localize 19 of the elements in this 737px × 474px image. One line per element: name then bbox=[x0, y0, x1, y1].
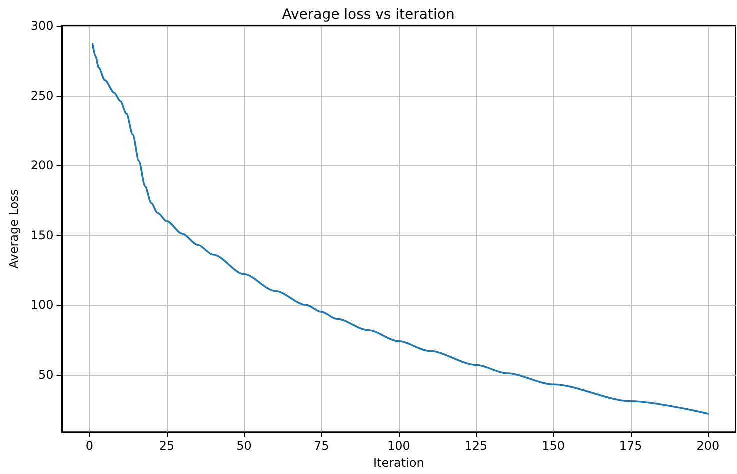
x-tick-label: 25 bbox=[159, 439, 175, 454]
x-tick-label: 100 bbox=[387, 439, 410, 454]
x-axis-title: Iteration bbox=[373, 456, 424, 470]
x-tick-label: 125 bbox=[464, 439, 488, 454]
y-tick-label: 150 bbox=[30, 228, 54, 242]
y-tick-label: 50 bbox=[38, 368, 54, 382]
x-tick-label: 175 bbox=[619, 439, 642, 454]
y-tick-label: 100 bbox=[30, 298, 54, 312]
x-tick-label: 75 bbox=[314, 439, 330, 454]
y-tick-label: 200 bbox=[30, 158, 54, 173]
line-series bbox=[92, 43, 710, 415]
chart-title: Average loss vs iteration bbox=[282, 7, 455, 23]
x-tick-label: 150 bbox=[542, 439, 565, 454]
x-tick-label: 50 bbox=[236, 439, 252, 454]
x-tick-label: 200 bbox=[696, 439, 720, 454]
y-axis-title: Average Loss bbox=[7, 189, 21, 269]
x-tick-label: 0 bbox=[86, 439, 94, 454]
y-tick-label: 300 bbox=[30, 19, 54, 33]
y-tick-label: 250 bbox=[30, 88, 54, 103]
